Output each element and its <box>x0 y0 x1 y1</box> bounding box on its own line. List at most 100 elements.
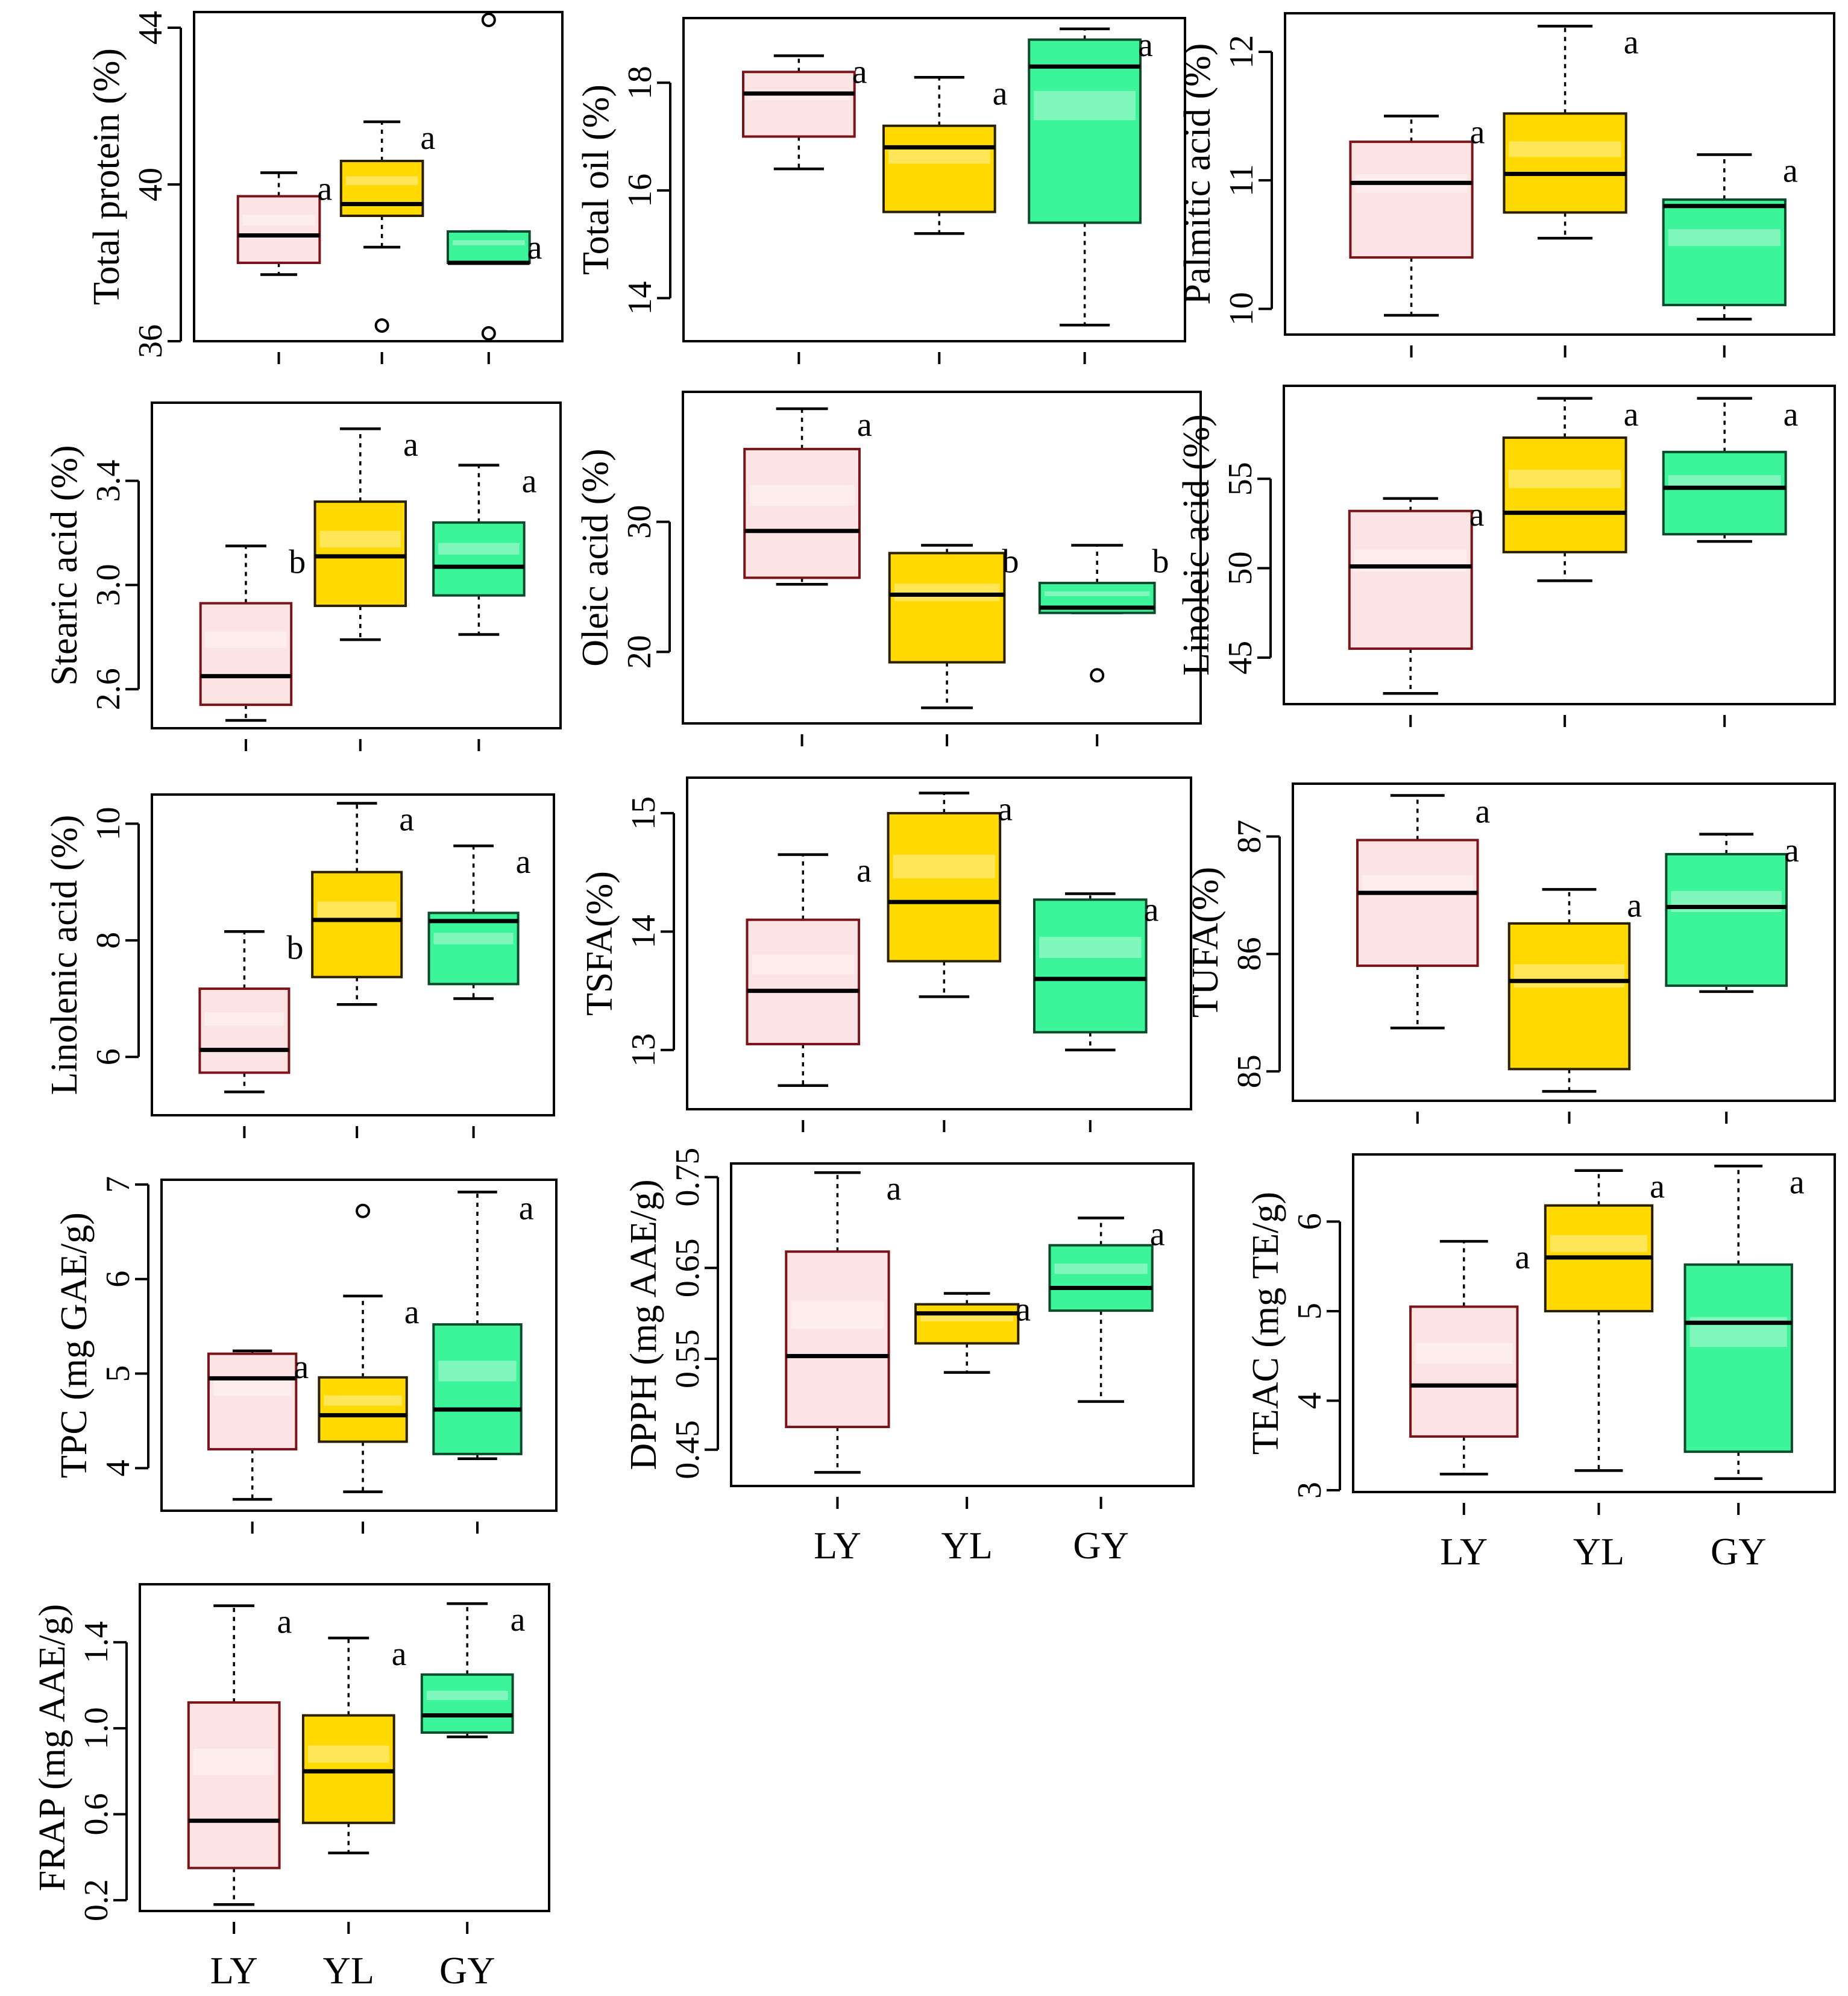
plot-frame <box>139 1583 550 1912</box>
y-tick-label: 0.2 <box>78 1879 115 1921</box>
box-highlight <box>205 631 287 648</box>
y-tick-label: 14 <box>621 282 659 315</box>
significance-letter: a <box>1150 1215 1165 1253</box>
iqr-box <box>1409 1305 1519 1438</box>
box-highlight <box>749 485 855 506</box>
significance-letter: a <box>1784 396 1799 433</box>
box-yl: a <box>1507 887 1642 1093</box>
significance-letter: a <box>1790 1163 1805 1201</box>
box-ly: a <box>746 852 872 1087</box>
iqr-box <box>420 1673 514 1734</box>
y-tick-label: 15 <box>625 796 662 830</box>
y-tick-label: 4 <box>1291 1392 1328 1409</box>
y-tick-label: 8 <box>90 932 127 949</box>
y-axis-title: Linoleic acid (%) <box>1176 414 1217 676</box>
x-tick-label-gy: GY <box>439 1949 495 1992</box>
plot-frame <box>1284 12 1835 336</box>
y-axis-title: Stearic acid (%) <box>44 445 85 685</box>
y-tick-label: 13 <box>625 1033 662 1067</box>
x-tick-label-yl: YL <box>323 1949 374 1992</box>
significance-letter: a <box>1650 1168 1665 1206</box>
panel-12: 3 4 5 6 TEAC (mg TE/g) LY YL GY a a a <box>1245 1153 1836 1573</box>
y-tick-label: 14 <box>625 915 662 948</box>
box-highlight <box>307 1745 389 1763</box>
iqr-box <box>785 1250 890 1429</box>
x-tick-label-ly: LY <box>814 1524 861 1567</box>
box-gy: a <box>427 843 531 1000</box>
box-ly: a <box>1356 793 1491 1030</box>
significance-letter: a <box>1624 24 1639 61</box>
y-tick-label: 6 <box>1291 1213 1328 1230</box>
iqr-box <box>1662 450 1787 536</box>
box-yl: a <box>882 75 1008 235</box>
significance-letter: a <box>516 843 531 881</box>
iqr-box <box>432 1323 523 1455</box>
plot-frame <box>730 1162 1195 1487</box>
y-tick-label: 85 <box>1231 1054 1268 1088</box>
significance-letter: a <box>1016 1291 1031 1329</box>
panel-10: 4 5 6 7 TPC (mg GAE/g) a a a <box>54 1176 558 1534</box>
iqr-box <box>207 1352 298 1451</box>
iqr-box <box>318 1376 408 1443</box>
box-highlight <box>752 954 855 975</box>
box-gy: a <box>1028 27 1153 327</box>
box-yl: a <box>313 426 418 641</box>
significance-letter: a <box>404 1294 420 1331</box>
significance-letter: a <box>519 1189 534 1227</box>
significance-letter: a <box>1624 396 1639 433</box>
significance-letter: b <box>289 544 306 581</box>
box-ly: a <box>1349 114 1485 317</box>
y-tick-label: 6 <box>99 1271 137 1288</box>
iqr-box <box>1507 922 1631 1071</box>
iqr-box <box>1349 140 1474 259</box>
iqr-box <box>1502 436 1627 553</box>
box-ly: a <box>742 54 867 171</box>
iqr-box <box>301 1714 395 1824</box>
box-gy: a <box>1048 1215 1165 1403</box>
iqr-box <box>743 447 861 579</box>
box-gy: a <box>1665 832 1799 993</box>
significance-letter: a <box>1627 887 1642 924</box>
significance-letter: a <box>993 75 1008 112</box>
plot-frame <box>1283 385 1836 705</box>
y-axis-title: Total oil (%) <box>576 84 617 275</box>
iqr-box <box>1028 38 1142 224</box>
outlier-point <box>374 318 389 333</box>
box-yl: a <box>301 1636 407 1854</box>
box-highlight <box>324 1395 402 1406</box>
box-ly: a <box>785 1170 902 1474</box>
box-highlight <box>317 901 397 919</box>
plot-frame <box>686 776 1192 1110</box>
y-tick-label: 20 <box>621 635 658 669</box>
box-gy: a <box>420 1601 526 1739</box>
significance-letter: a <box>511 1601 526 1639</box>
outlier-point <box>1090 668 1105 683</box>
iqr-box <box>1662 198 1787 306</box>
outlier-point <box>356 1203 371 1218</box>
y-axis-title: Palmitic acid (%) <box>1177 43 1218 305</box>
box-gy: a <box>432 463 537 636</box>
iqr-box <box>199 602 293 707</box>
box-highlight <box>345 176 418 186</box>
y-tick-label: 5 <box>99 1365 137 1382</box>
plot-frame <box>151 793 555 1116</box>
y-tick-label: 11 <box>1223 164 1260 197</box>
box-highlight <box>438 543 520 555</box>
y-tick-label: 0.65 <box>669 1238 706 1297</box>
y-tick-label: 0.75 <box>669 1148 706 1207</box>
box-yl: a <box>311 801 414 1006</box>
box-yl: a <box>318 1203 420 1493</box>
box-highlight <box>242 215 315 226</box>
box-yl: a <box>339 119 435 333</box>
box-ly: a <box>207 1349 309 1501</box>
y-tick-label: 3 <box>1291 1482 1328 1499</box>
y-tick-label: 1.0 <box>78 1707 115 1749</box>
box-highlight <box>1034 90 1136 121</box>
box-highlight <box>1415 1343 1513 1364</box>
y-axis-title: TPC (mg GAE/g) <box>54 1212 95 1478</box>
